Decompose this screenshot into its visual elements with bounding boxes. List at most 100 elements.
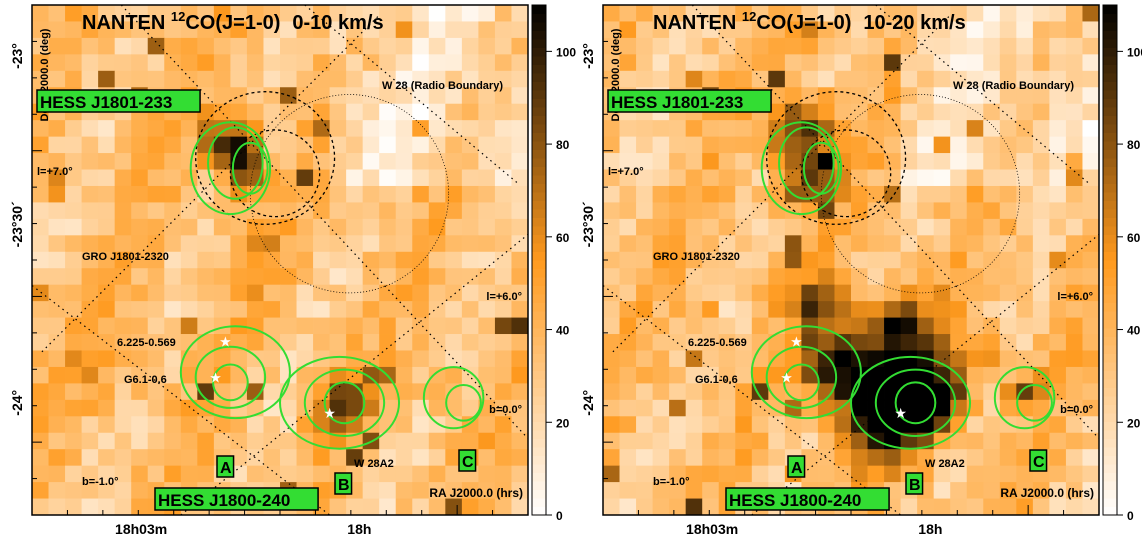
- co-cell: [735, 350, 753, 368]
- co-cell: [801, 301, 819, 318]
- co-cell: [511, 301, 529, 318]
- co-cell: [999, 498, 1017, 516]
- co-cell: [669, 202, 687, 220]
- colorbar-step: [532, 234, 546, 244]
- co-cell: [718, 5, 736, 22]
- co-cell: [983, 432, 1001, 450]
- co-cell: [114, 465, 132, 483]
- co-cell: [445, 70, 463, 88]
- co-cell: [147, 54, 165, 72]
- co-cell: [619, 202, 637, 220]
- colorbar-step: [1103, 209, 1117, 218]
- colorbar-step: [532, 498, 546, 507]
- co-cell: [263, 399, 281, 417]
- source-label-6225: 6.225-0.569: [688, 337, 747, 349]
- co-cell: [395, 482, 413, 499]
- co-cell: [511, 268, 529, 286]
- co-cell: [751, 251, 769, 269]
- co-cell: [445, 120, 463, 138]
- co-cell: [999, 153, 1017, 170]
- co-cell: [230, 218, 248, 236]
- co-cell: [494, 54, 512, 72]
- co-cell: [131, 5, 149, 22]
- colorbar-step: [1103, 243, 1117, 252]
- co-cell: [900, 120, 918, 138]
- co-cell: [1065, 334, 1083, 351]
- co-cell: [669, 399, 687, 417]
- co-cell: [478, 103, 496, 121]
- co-cell: [702, 185, 720, 203]
- co-cell: [164, 21, 182, 39]
- co-cell: [933, 284, 951, 302]
- co-cell: [735, 169, 753, 187]
- co-cell: [652, 399, 670, 417]
- co-cell: [362, 449, 380, 467]
- co-cell: [834, 383, 852, 401]
- co-cell: [718, 383, 736, 401]
- co-cell: [114, 383, 132, 401]
- co-cell: [718, 301, 736, 318]
- co-cell: [900, 268, 918, 286]
- co-cell: [346, 103, 364, 121]
- co-cell: [603, 350, 620, 368]
- co-cell: [1065, 136, 1083, 154]
- co-cell: [1049, 218, 1067, 236]
- co-cell: [983, 169, 1001, 187]
- co-cell: [197, 5, 215, 22]
- co-cell: [346, 21, 364, 39]
- co-cell: [636, 301, 653, 318]
- co-cell: [884, 120, 901, 138]
- co-cell: [445, 202, 463, 220]
- title-velocity: 0-10 km/s: [292, 12, 383, 34]
- co-cell: [950, 185, 968, 203]
- co-cell: [735, 235, 753, 253]
- co-cell: [445, 482, 463, 499]
- co-cell: [346, 169, 364, 187]
- co-cell: [1049, 301, 1067, 318]
- co-cell: [48, 185, 66, 203]
- colorbar-step: [1103, 387, 1117, 397]
- co-cell: [32, 5, 49, 22]
- co-cell: [313, 120, 330, 138]
- co-cell: [636, 218, 653, 236]
- co-cell: [966, 87, 984, 105]
- co-cell: [494, 317, 512, 335]
- co-cell: [48, 416, 66, 434]
- co-cell: [751, 120, 769, 138]
- colorbar-step: [532, 200, 546, 210]
- co-cell: [1032, 5, 1050, 22]
- co-cell: [511, 136, 529, 154]
- co-cell: [329, 153, 347, 170]
- co-cell: [147, 136, 165, 154]
- co-cell: [1082, 482, 1100, 499]
- co-cell: [511, 218, 529, 236]
- co-cell: [966, 334, 984, 351]
- co-cell: [511, 169, 529, 187]
- co-cell: [917, 185, 935, 203]
- colorbar-step: [1103, 47, 1117, 57]
- co-cell: [346, 218, 364, 236]
- co-cell: [917, 449, 935, 467]
- source-star-icon: ★: [790, 334, 803, 350]
- co-cell: [867, 251, 885, 269]
- co-cell: [1049, 103, 1067, 121]
- colorbar-step: [532, 379, 546, 388]
- co-cell: [280, 301, 297, 318]
- co-cell: [263, 432, 281, 450]
- co-cell: [1065, 54, 1083, 72]
- co-cell: [983, 5, 1001, 22]
- co-cell: [1082, 399, 1100, 417]
- co-cell: [950, 235, 968, 253]
- co-cell: [950, 334, 968, 351]
- co-cell: [801, 284, 819, 302]
- co-cell: [379, 251, 397, 269]
- co-cell: [702, 383, 720, 401]
- co-cell: [65, 37, 82, 55]
- co-cell: [313, 284, 330, 302]
- co-cell: [751, 416, 769, 434]
- co-cell: [636, 70, 653, 88]
- co-cell: [296, 54, 314, 72]
- co-cell: [395, 103, 413, 121]
- co-cell: [478, 268, 496, 286]
- colorbar-tick-label: 20: [556, 416, 570, 430]
